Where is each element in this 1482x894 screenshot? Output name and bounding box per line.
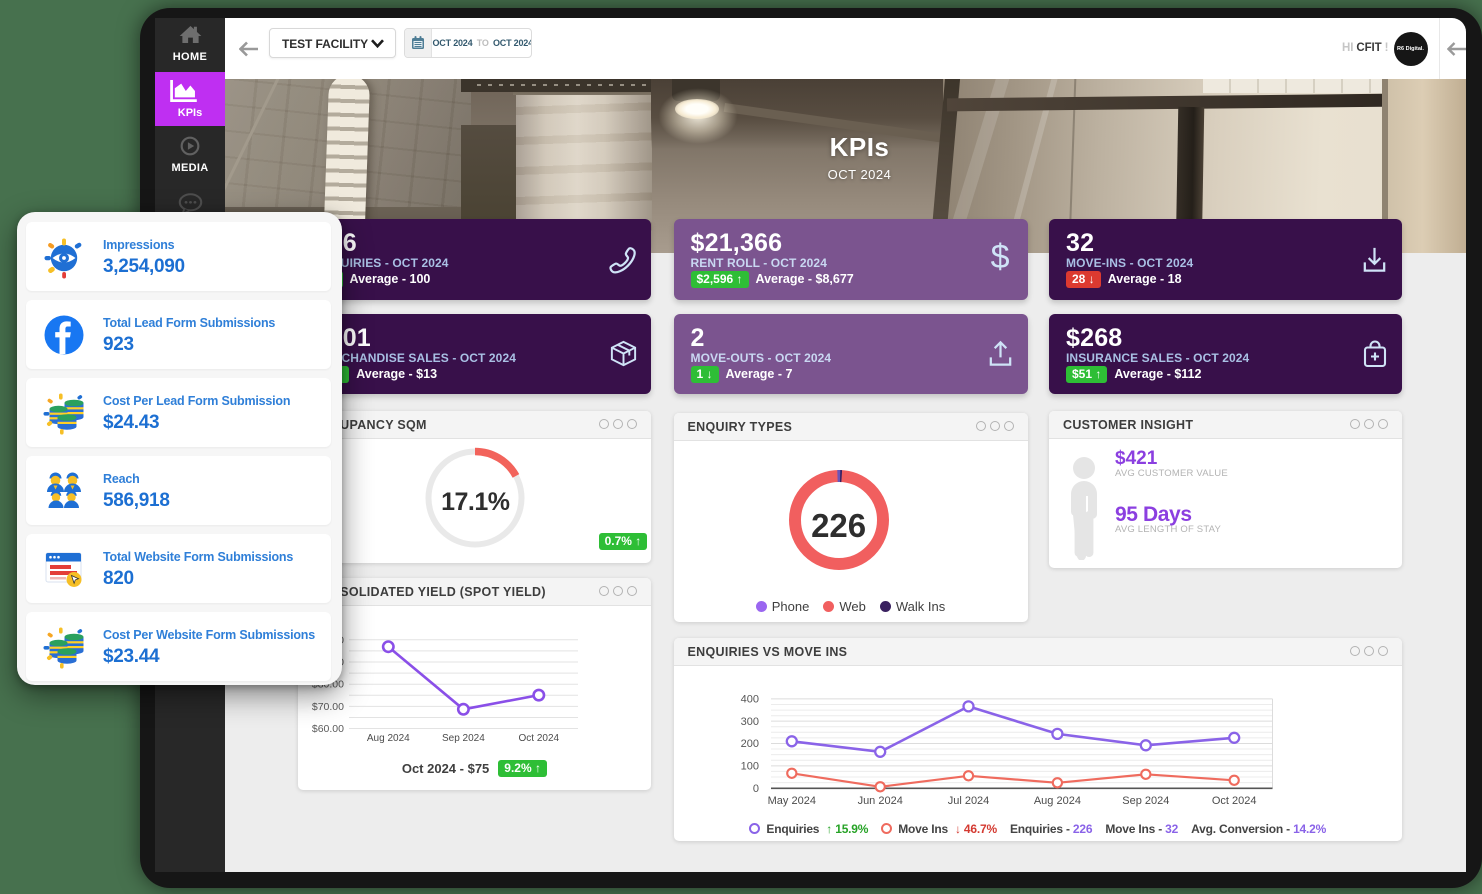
- svg-text:Jun 2024: Jun 2024: [857, 795, 902, 807]
- svg-text:$60.00: $60.00: [311, 723, 343, 735]
- svg-text:Sep 2024: Sep 2024: [1122, 795, 1169, 807]
- svg-text:May 2024: May 2024: [767, 795, 815, 807]
- svg-text:Aug 2024: Aug 2024: [1033, 795, 1080, 807]
- svg-text:$70.00: $70.00: [311, 701, 343, 713]
- svg-text:200: 200: [740, 738, 758, 750]
- svg-text:Aug 2024: Aug 2024: [366, 733, 409, 744]
- svg-text:0: 0: [752, 783, 758, 795]
- svg-text:400: 400: [740, 693, 758, 705]
- svg-text:300: 300: [740, 715, 758, 727]
- svg-text:Sep 2024: Sep 2024: [441, 733, 484, 744]
- svg-text:Oct 2024: Oct 2024: [1211, 795, 1256, 807]
- svg-text:100: 100: [740, 760, 758, 772]
- svg-text:Oct 2024: Oct 2024: [518, 733, 559, 744]
- svg-text:Jul 2024: Jul 2024: [947, 795, 989, 807]
